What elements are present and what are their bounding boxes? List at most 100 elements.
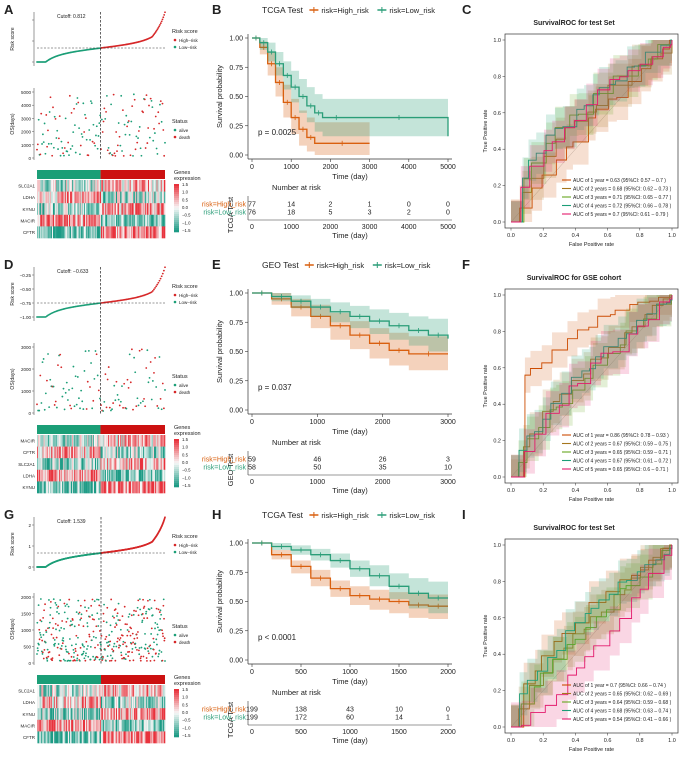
heat-cell	[76, 469, 78, 482]
heat-cell	[131, 446, 133, 459]
heat-cell	[146, 214, 149, 227]
roc-legend-label: AUC of 3 years = 0.64 (95%CI: 0.59 – 0.6…	[573, 700, 672, 706]
heat-legend-swatch	[174, 713, 179, 716]
risk-y-tick-label: 0	[28, 565, 31, 570]
heat-cell	[140, 203, 142, 216]
heat-legend-tick: −1.5	[182, 733, 191, 738]
heat-cell	[98, 685, 101, 697]
status-point	[142, 607, 145, 609]
heat-cell	[59, 226, 61, 239]
heat-cell	[117, 191, 119, 204]
heat-cell	[113, 180, 116, 192]
roc-x-tick-label: 1.0	[668, 233, 676, 239]
heat-cell	[97, 708, 100, 721]
os-y-tick-label: 2000	[21, 367, 32, 372]
status-point	[108, 644, 111, 646]
heat-cell	[120, 435, 122, 447]
heat-cell	[53, 180, 55, 192]
heat-cell	[88, 481, 90, 494]
heat-cell	[108, 708, 110, 721]
heat-cell	[121, 214, 123, 227]
status-point	[92, 655, 95, 658]
heat-cell	[145, 719, 148, 732]
status-point	[87, 655, 90, 658]
gene-label: CFTR	[23, 230, 36, 235]
status-point	[162, 129, 165, 131]
heat-legend-swatch	[174, 451, 179, 454]
heat-cell	[152, 226, 154, 239]
heat-cell	[93, 191, 95, 204]
heat-cell	[54, 719, 56, 732]
status-point	[127, 120, 130, 122]
status-point	[136, 637, 139, 639]
heat-cell	[49, 180, 52, 192]
heat-cell	[66, 191, 69, 204]
heat-cell	[74, 191, 76, 204]
heat-cell	[91, 719, 93, 732]
heat-legend-swatch	[174, 202, 179, 205]
heat-cell	[103, 226, 105, 239]
heat-cell	[133, 696, 135, 709]
heat-cell	[134, 731, 136, 744]
status-legend-item: alive	[179, 128, 189, 133]
heat-cell	[99, 731, 102, 744]
heat-legend-swatch	[174, 204, 179, 207]
heat-cell	[142, 214, 144, 227]
heat-cell	[136, 731, 138, 744]
heat-cell	[149, 180, 151, 192]
heat-cell	[66, 214, 69, 227]
heat-cell	[78, 226, 80, 239]
risk-table-count: 59	[248, 457, 256, 464]
heat-cell	[77, 685, 79, 697]
status-point	[158, 122, 161, 125]
heat-cell	[45, 731, 47, 744]
heat-cell	[90, 696, 92, 709]
heat-cell	[106, 719, 108, 732]
heat-cell	[113, 696, 116, 709]
heat-cell	[111, 469, 113, 482]
heat-cell	[70, 446, 73, 459]
heat-cell	[55, 696, 57, 709]
risk-point	[153, 288, 155, 291]
status-point	[149, 97, 152, 100]
heat-cell	[138, 214, 140, 227]
heat-cell	[123, 481, 125, 494]
risk-point	[154, 287, 156, 289]
status-point	[148, 376, 151, 379]
status-point	[91, 598, 94, 601]
status-point	[117, 122, 120, 124]
status-point	[116, 150, 118, 153]
heat-cell	[154, 685, 156, 697]
heat-cell	[129, 458, 132, 471]
status-point	[114, 626, 116, 628]
heat-cell	[158, 435, 160, 447]
heat-cell	[115, 180, 118, 192]
heat-cell	[88, 719, 90, 732]
heat-cell	[91, 435, 94, 447]
heat-cell	[138, 708, 140, 721]
heat-cell	[70, 191, 72, 204]
heat-cell	[121, 191, 123, 204]
risk-legend-item: High–risk	[179, 38, 199, 43]
heat-cell	[65, 685, 68, 697]
heat-cell	[40, 203, 42, 216]
heat-cell	[67, 435, 70, 447]
heat-cell	[78, 203, 80, 216]
heat-cell	[51, 685, 54, 697]
heat-cell	[154, 469, 156, 482]
heat-cell	[158, 481, 160, 494]
heat-cell	[137, 226, 139, 239]
heat-cell	[75, 458, 77, 471]
status-point	[99, 641, 102, 644]
heat-cell	[67, 708, 70, 721]
heat-cell	[159, 435, 161, 447]
heat-cell	[88, 685, 90, 697]
roc-ci-band	[511, 545, 672, 727]
group-bar-high	[100, 425, 165, 434]
heat-cell	[112, 226, 115, 239]
heat-cell	[120, 696, 122, 709]
heat-legend-swatch	[174, 220, 179, 223]
heat-cell	[109, 696, 111, 709]
heat-cell	[66, 203, 69, 216]
heat-cell	[96, 203, 99, 216]
